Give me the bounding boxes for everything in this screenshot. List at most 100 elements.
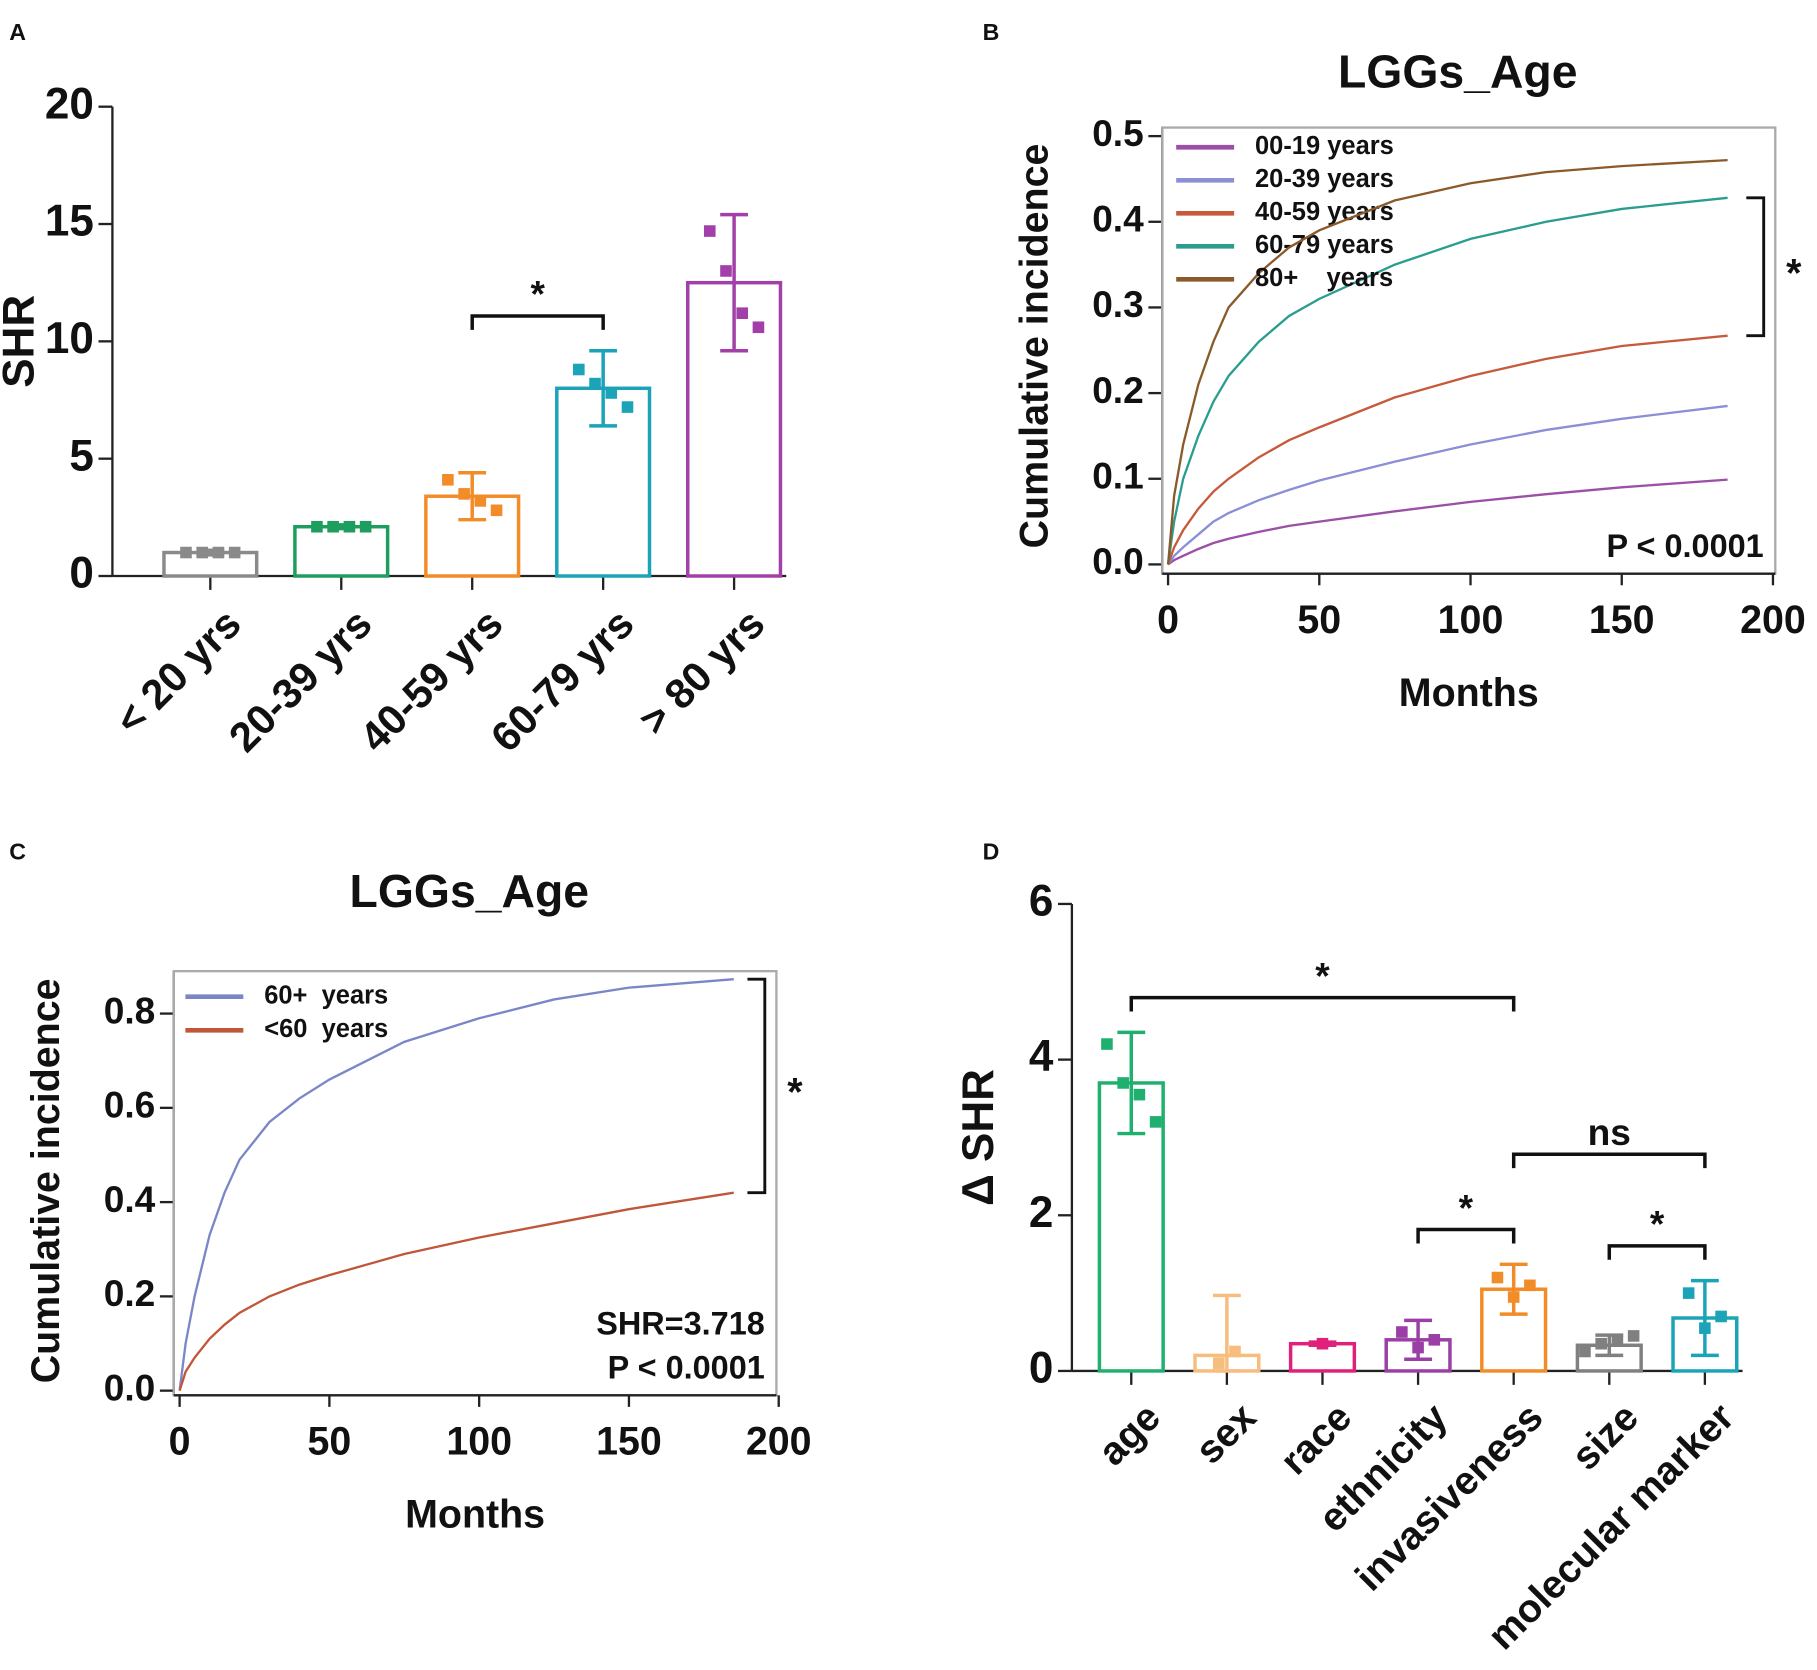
significance-bracket [1511,1152,1707,1169]
data-point [442,474,454,486]
data-point [1524,1279,1536,1292]
data-point [605,387,618,399]
y-tick-label: 0 [1029,1344,1053,1393]
y-tick-label: 0.1 [1092,455,1144,497]
x-tick-label: 50 [1297,598,1341,642]
x-tick-label: size [1563,1395,1647,1479]
error-bar [1117,1030,1146,1136]
x-tick-label: 100 [446,1419,512,1463]
error-bar [1690,1278,1719,1358]
x-axis-label: Months [405,1492,545,1536]
y-tick-label: 0.4 [104,1178,156,1220]
data-point [212,546,225,559]
data-point [703,225,716,237]
legend-label: 60+ years [264,981,388,1009]
x-tick-label: race [1272,1395,1360,1483]
data-point [1149,1116,1162,1128]
data-point [343,520,356,533]
y-axis-label: Δ SHR [954,1069,1003,1206]
legend-label: <60 years [264,1015,388,1043]
x-tick-label: 60-79 yrs [481,600,642,761]
data-point [736,307,749,319]
significance-label: * [1786,251,1802,295]
legend-label: 20-39 years [1255,165,1394,193]
significance-label: * [787,1071,803,1115]
data-point [196,546,209,559]
series-line [178,978,734,1391]
panel-letter: A [9,19,26,45]
significance-label: * [530,273,545,315]
legend-label: 60-79 years [1255,231,1394,259]
y-tick-label: 0.4 [1092,198,1144,240]
x-tick-label: 200 [746,1419,812,1463]
significance-label: ns [1588,1111,1631,1153]
data-point [1491,1271,1504,1284]
y-axis-label: SHR [0,295,44,388]
data-point [573,363,585,376]
series-line [1166,334,1728,565]
data-point [1412,1341,1424,1354]
data-point [1133,1088,1146,1101]
series-line [1166,196,1728,565]
y-axis-label: Cumulative incidence [24,978,68,1383]
series-line [1167,404,1728,566]
x-tick-label: 0 [1157,598,1179,642]
y-tick-label: 0.0 [1092,540,1144,582]
x-tick-label: 20-39 yrs [220,600,381,761]
y-tick-label: 0.2 [1092,369,1144,411]
legend-label: 00-19 years [1255,132,1394,160]
significance-bracket [1416,1227,1516,1244]
data-point [1117,1077,1129,1089]
data-point [1627,1330,1640,1342]
data-point [621,401,634,413]
series-line [1166,158,1728,565]
panel-letter: D [983,838,1000,864]
y-tick-label: 0.0 [104,1366,156,1408]
annotation: P < 0.0001 [1606,528,1763,564]
data-point [1715,1310,1727,1323]
data-point [1428,1334,1441,1346]
significance-bracket [470,314,605,330]
y-tick-label: 20 [45,79,94,128]
error-bar [1499,1262,1528,1316]
x-tick-label: 150 [1589,598,1655,642]
y-tick-label: 4 [1029,1032,1054,1081]
x-tick-label: 100 [1438,598,1504,642]
data-point [752,321,765,334]
data-point [327,520,339,533]
data-point [589,377,601,390]
x-tick-label: > 80 yrs [630,600,774,744]
y-tick-label: 0.8 [104,989,156,1031]
data-point [180,546,192,559]
y-tick-label: 0.5 [1092,112,1144,154]
significance-bracket [747,977,767,1195]
x-tick-label: age [1090,1395,1169,1474]
x-tick-label: 0 [169,1419,191,1463]
data-point [1507,1291,1520,1303]
data-point [1611,1334,1624,1346]
x-tick-label: 50 [307,1419,351,1463]
bar [293,524,390,578]
y-tick-label: 6 [1029,877,1053,926]
data-point [490,504,503,517]
x-tick-label: 200 [1740,598,1806,642]
y-tick-label: 0.2 [104,1272,156,1314]
error-bar [589,348,618,428]
x-tick-label: 150 [596,1419,662,1463]
y-tick-label: 0.3 [1092,283,1144,325]
data-point [1682,1287,1695,1299]
y-tick-label: 0 [69,549,93,598]
significance-bracket [1129,995,1516,1012]
y-tick-label: 0.6 [104,1084,156,1126]
data-point [1316,1337,1329,1350]
y-tick-label: 15 [45,197,94,246]
data-point [1101,1038,1113,1050]
data-point [1595,1337,1607,1350]
series-line [1167,478,1728,566]
data-point [720,265,732,277]
error-bar [1212,1293,1241,1373]
data-point [474,495,487,507]
legend-label: 80+ years [1255,264,1393,292]
